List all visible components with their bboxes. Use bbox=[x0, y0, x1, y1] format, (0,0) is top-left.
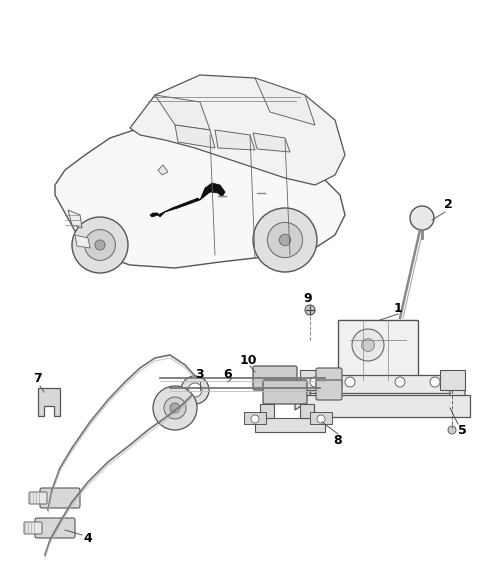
Circle shape bbox=[395, 377, 405, 387]
Circle shape bbox=[410, 206, 434, 230]
Circle shape bbox=[72, 217, 128, 273]
Polygon shape bbox=[255, 78, 315, 125]
Circle shape bbox=[170, 403, 180, 413]
Polygon shape bbox=[253, 133, 290, 152]
Circle shape bbox=[164, 397, 186, 419]
FancyBboxPatch shape bbox=[263, 380, 307, 404]
Circle shape bbox=[95, 240, 105, 250]
Circle shape bbox=[251, 415, 259, 423]
Polygon shape bbox=[175, 125, 215, 148]
FancyBboxPatch shape bbox=[316, 368, 342, 388]
Circle shape bbox=[279, 234, 291, 246]
Circle shape bbox=[430, 377, 440, 387]
Bar bbox=[255, 418, 325, 432]
Bar bbox=[310, 375, 450, 393]
Circle shape bbox=[267, 222, 302, 258]
Polygon shape bbox=[68, 210, 82, 228]
Circle shape bbox=[153, 386, 197, 430]
Circle shape bbox=[253, 208, 317, 272]
Polygon shape bbox=[38, 388, 60, 416]
Circle shape bbox=[84, 230, 115, 260]
FancyBboxPatch shape bbox=[40, 488, 80, 508]
Circle shape bbox=[310, 377, 320, 387]
Polygon shape bbox=[215, 130, 255, 150]
FancyBboxPatch shape bbox=[35, 518, 75, 538]
Text: 9: 9 bbox=[304, 291, 312, 304]
Polygon shape bbox=[158, 198, 200, 217]
FancyBboxPatch shape bbox=[253, 366, 297, 390]
Polygon shape bbox=[450, 375, 465, 405]
Text: 6: 6 bbox=[224, 368, 232, 381]
Circle shape bbox=[317, 415, 325, 423]
Polygon shape bbox=[130, 75, 345, 185]
Circle shape bbox=[181, 376, 209, 404]
Circle shape bbox=[448, 426, 456, 434]
Circle shape bbox=[305, 305, 315, 315]
Text: 7: 7 bbox=[34, 372, 42, 385]
Bar bbox=[260, 404, 274, 418]
Text: 5: 5 bbox=[457, 424, 467, 437]
Bar bbox=[338, 320, 418, 380]
Bar bbox=[300, 404, 314, 418]
Text: 3: 3 bbox=[196, 368, 204, 381]
Polygon shape bbox=[295, 375, 310, 410]
Bar bbox=[305, 395, 470, 417]
Polygon shape bbox=[75, 235, 90, 248]
Circle shape bbox=[352, 329, 384, 361]
Bar bbox=[300, 370, 325, 390]
Circle shape bbox=[361, 339, 374, 351]
Text: 1: 1 bbox=[394, 302, 402, 315]
Text: 2: 2 bbox=[444, 198, 452, 211]
Circle shape bbox=[345, 377, 355, 387]
Polygon shape bbox=[158, 165, 168, 175]
Text: 10: 10 bbox=[239, 353, 257, 367]
FancyBboxPatch shape bbox=[316, 380, 342, 400]
FancyBboxPatch shape bbox=[29, 492, 47, 504]
FancyBboxPatch shape bbox=[24, 522, 42, 534]
Bar bbox=[244, 412, 266, 424]
Bar bbox=[310, 412, 332, 424]
Bar bbox=[440, 370, 465, 390]
Polygon shape bbox=[200, 183, 225, 200]
Polygon shape bbox=[55, 125, 345, 268]
Text: 4: 4 bbox=[84, 531, 92, 544]
Polygon shape bbox=[155, 95, 210, 130]
Text: 8: 8 bbox=[334, 434, 342, 446]
Circle shape bbox=[188, 383, 202, 397]
Polygon shape bbox=[150, 213, 158, 217]
